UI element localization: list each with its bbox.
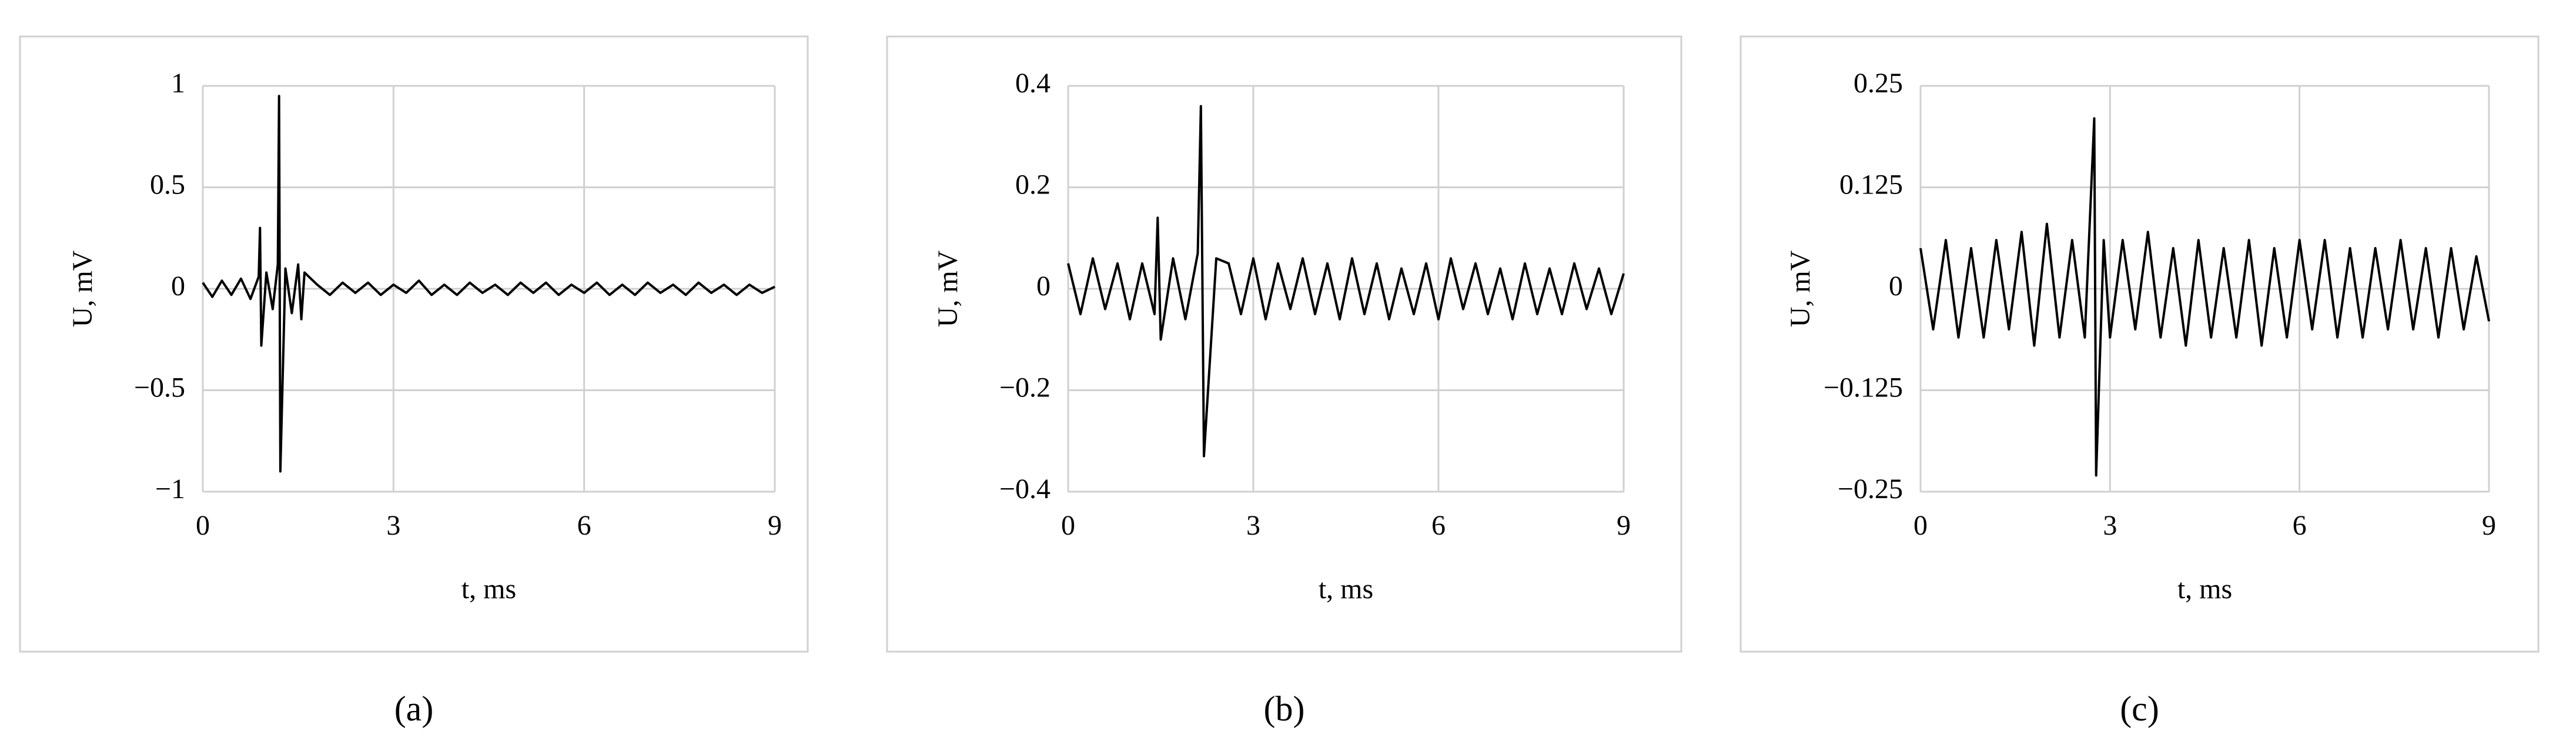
y-tick-label: 0.4	[1015, 68, 1051, 99]
y-tick-label: −1	[155, 473, 185, 505]
caption: (b)	[1264, 689, 1305, 728]
y-axis-label: U, mV	[67, 250, 98, 327]
y-axis-label: U, mV	[932, 250, 964, 327]
x-axis-label: t, ms	[461, 573, 516, 605]
y-tick-label: −0.4	[999, 473, 1051, 505]
y-tick-label: 0	[1889, 271, 1903, 302]
x-tick-label: 3	[386, 510, 400, 541]
y-tick-label: 0.125	[1839, 169, 1903, 201]
y-tick-label: −0.2	[999, 372, 1051, 403]
x-tick-label: 0	[196, 510, 210, 541]
y-tick-label: −0.125	[1824, 372, 1903, 403]
signal-line	[1067, 105, 1625, 458]
signal-line	[202, 95, 775, 473]
panel-frame	[19, 35, 809, 653]
x-tick-label: 0	[1913, 510, 1928, 541]
y-tick-label: 0	[1036, 271, 1051, 302]
y-tick-label: 0	[171, 271, 185, 302]
y-axis-label: U, mV	[1785, 250, 1816, 327]
panel-frame	[1739, 35, 2540, 653]
y-tick-label: −0.25	[1838, 473, 1903, 505]
y-tick-label: 0.25	[1854, 68, 1903, 99]
x-tick-label: 6	[1431, 510, 1446, 541]
x-axis-label: t, ms	[2177, 573, 2232, 605]
x-tick-label: 6	[2293, 510, 2307, 541]
x-tick-label: 9	[1617, 510, 1631, 541]
x-tick-label: 3	[2103, 510, 2117, 541]
y-tick-label: 0.5	[150, 169, 185, 201]
panel-frame	[886, 35, 1682, 653]
x-tick-label: 0	[1061, 510, 1075, 541]
x-axis-label: t, ms	[1319, 573, 1373, 605]
y-tick-label: 0.2	[1015, 169, 1051, 201]
y-tick-label: −0.5	[134, 372, 185, 403]
x-tick-label: 9	[768, 510, 782, 541]
x-tick-label: 3	[1246, 510, 1260, 541]
caption: (a)	[394, 689, 434, 728]
x-tick-label: 9	[2482, 510, 2496, 541]
x-tick-label: 6	[577, 510, 591, 541]
y-tick-label: 1	[171, 68, 185, 99]
caption: (c)	[2120, 689, 2159, 728]
signal-line	[1919, 117, 2490, 477]
